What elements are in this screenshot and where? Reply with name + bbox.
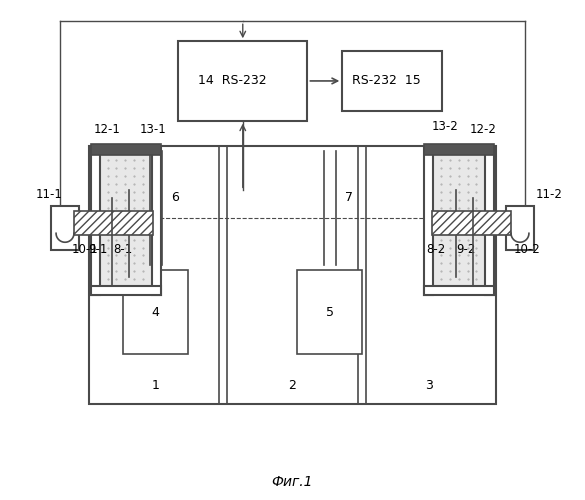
Bar <box>123 270 188 354</box>
Text: RS-232  15: RS-232 15 <box>352 74 421 88</box>
Bar <box>89 146 496 404</box>
Bar <box>51 206 79 250</box>
Bar <box>152 146 161 294</box>
Text: 10-1: 10-1 <box>71 243 98 256</box>
Bar <box>178 41 307 120</box>
Text: 8-1: 8-1 <box>113 243 133 256</box>
Text: 12-1: 12-1 <box>94 122 121 136</box>
Text: 4: 4 <box>152 306 160 318</box>
Bar <box>432 210 511 236</box>
Bar <box>424 146 433 294</box>
Text: 11-2: 11-2 <box>536 188 563 200</box>
Bar <box>96 146 156 290</box>
Text: 12-2: 12-2 <box>470 122 497 136</box>
Text: 1: 1 <box>152 378 160 392</box>
Text: 13-2: 13-2 <box>431 120 458 133</box>
Bar <box>297 270 362 354</box>
Bar <box>485 146 494 294</box>
Text: 5: 5 <box>326 306 334 318</box>
Bar <box>91 144 161 154</box>
Bar <box>74 210 153 236</box>
Text: 6: 6 <box>171 191 178 204</box>
Bar <box>506 206 534 250</box>
Text: 2: 2 <box>288 378 297 392</box>
Bar <box>342 51 442 111</box>
Text: 10-2: 10-2 <box>514 243 541 256</box>
Text: 13-1: 13-1 <box>140 122 167 136</box>
Text: 9-1: 9-1 <box>89 243 108 256</box>
Text: 11-1: 11-1 <box>36 188 62 200</box>
Bar <box>424 144 494 154</box>
Text: 7: 7 <box>345 191 353 204</box>
Bar <box>89 218 496 404</box>
Bar <box>424 286 494 294</box>
Bar <box>91 146 100 294</box>
Text: Фиг.1: Фиг.1 <box>272 474 313 488</box>
Text: 9-2: 9-2 <box>456 243 476 256</box>
Text: 8-2: 8-2 <box>426 243 446 256</box>
Text: 3: 3 <box>425 378 433 392</box>
Bar <box>91 286 161 294</box>
Bar <box>429 146 489 290</box>
Text: 14  RS-232: 14 RS-232 <box>198 74 267 88</box>
